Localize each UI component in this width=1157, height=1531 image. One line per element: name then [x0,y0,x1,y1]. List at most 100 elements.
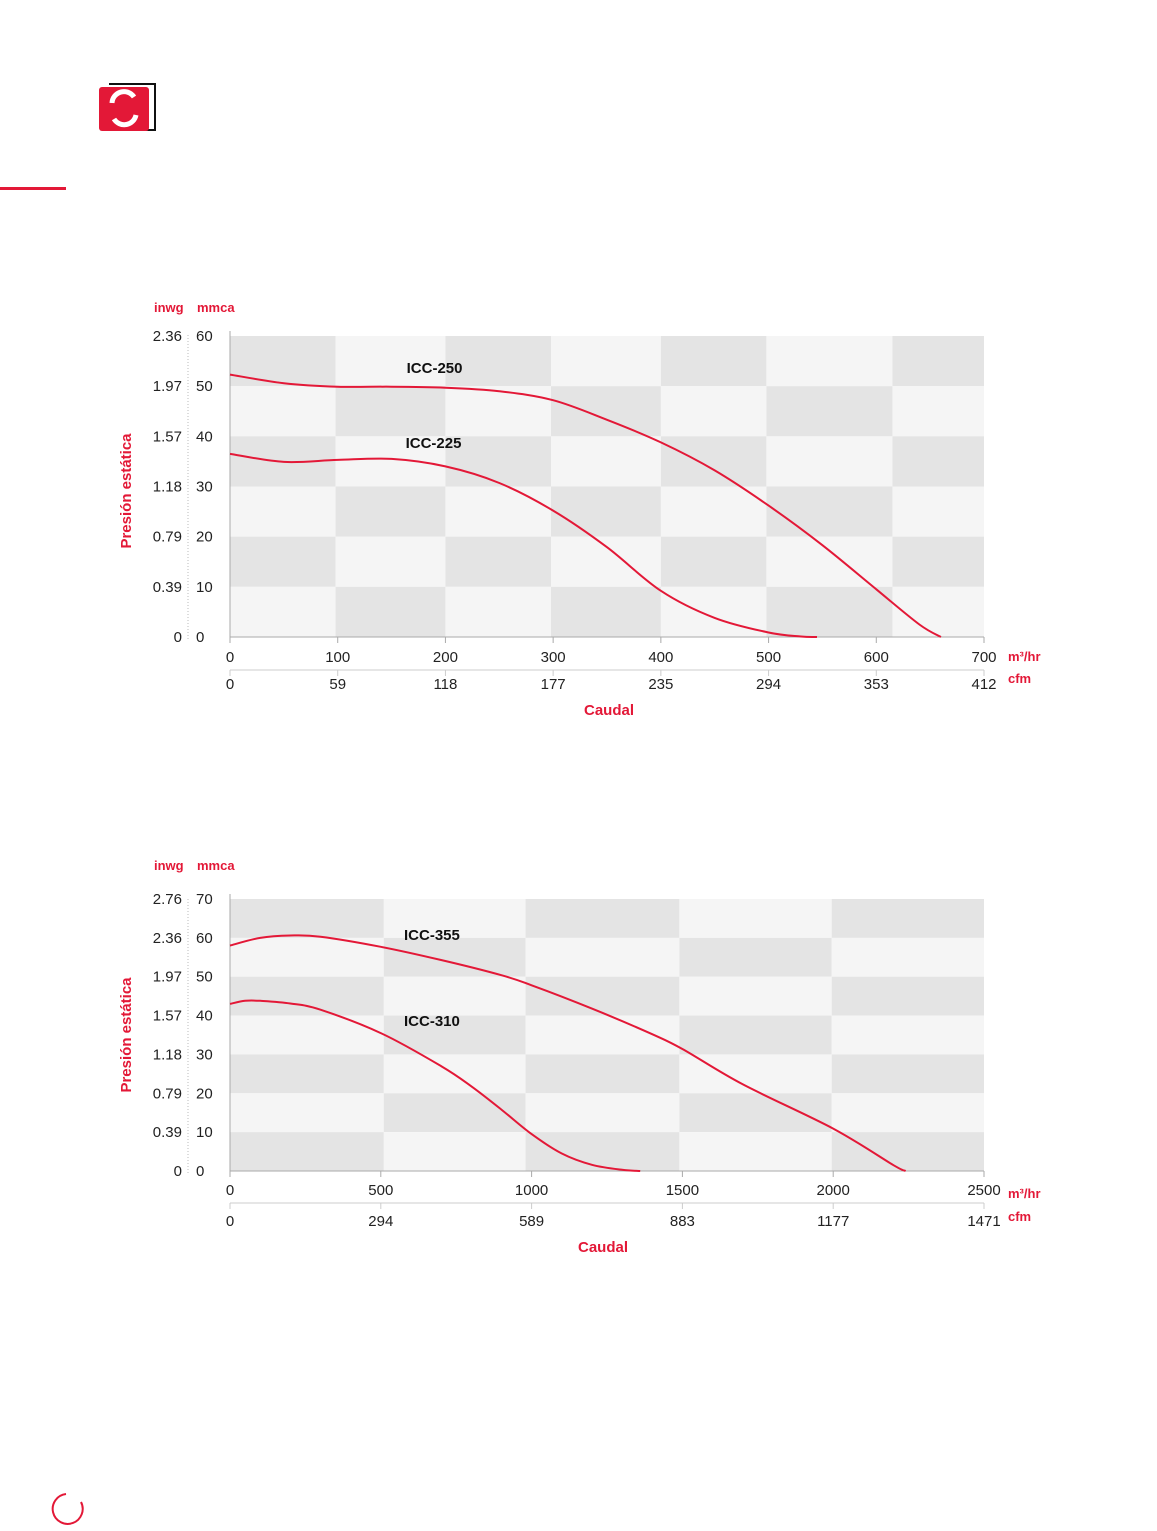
y-tick-label: 30 [196,1046,213,1063]
x-tick-label: 1000 [515,1182,548,1199]
y-secondary-tick-label: 0 [174,1163,182,1180]
grid-cell [660,486,767,537]
x-secondary-unit-label: cfm [1008,671,1031,686]
grid-cell [831,937,984,977]
y-secondary-unit-label: inwg [154,300,184,315]
grid-cell [892,586,984,637]
grid-cell [230,1015,384,1055]
grid-cell [892,386,984,437]
series-line-icc-250 [229,373,942,638]
grid-cell [550,536,661,587]
grid-cell [831,976,984,1016]
y-tick-label: 60 [196,328,213,345]
grid-cell [550,486,661,537]
x-tick-label: 0 [226,1182,234,1199]
x-secondary-tick-label: 294 [368,1213,393,1230]
grid-cell [525,1093,680,1133]
x-secondary-tick-label: 0 [226,676,234,693]
grid-cell [383,976,526,1016]
series-line-icc-355 [229,934,907,1172]
x-secondary-tick-label: 883 [670,1213,695,1230]
grid-cell [335,336,446,387]
grid-cell [679,976,832,1016]
x-unit-label: m³/hr [1008,1186,1041,1201]
x-secondary-tick-label: 294 [756,676,781,693]
x-secondary-tick-label: 0 [226,1213,234,1230]
grid-cell [679,1132,832,1171]
y-secondary-tick-label: 0.39 [153,1124,182,1141]
grid-cell [766,336,893,387]
grid-cell [335,586,446,637]
grid-cell [766,386,893,437]
y-tick-label: 20 [196,529,213,546]
grid-cell [230,937,384,977]
grid-cell [892,436,984,487]
x-secondary-tick-label: 59 [329,676,346,693]
y-secondary-tick-label: 2.36 [153,930,182,947]
grid-cell [335,436,446,487]
x-secondary-tick-label: 235 [648,676,673,693]
x-secondary-unit-label: cfm [1008,1209,1031,1224]
grid-cell [550,336,661,387]
x-secondary-tick-label: 589 [519,1213,544,1230]
y-secondary-tick-label: 2.76 [153,891,182,908]
grid-cell [383,899,526,938]
y-tick-label: 20 [196,1085,213,1102]
arc-corner-icon [51,1493,84,1525]
grid-cell [550,436,661,487]
footer-corner [50,1490,86,1526]
x-tick-label: 0 [226,649,234,666]
x-tick-label: 2000 [817,1182,850,1199]
x-tick-label: 400 [648,649,673,666]
y-tick-label: 0 [196,629,204,646]
grid-cell [383,1093,526,1133]
y-secondary-tick-label: 0.79 [153,529,182,546]
grid-cell [550,386,661,437]
x-tick-label: 600 [864,649,889,666]
grid-cell [230,336,336,387]
x-tick-label: 1500 [666,1182,699,1199]
grid-cell [660,336,767,387]
grid-cell [335,486,446,537]
grid-cell [525,899,680,938]
header-rule [0,187,66,190]
x-tick-label: 2500 [967,1182,1000,1199]
x-tick-label: 300 [541,649,566,666]
grid-cell [335,536,446,587]
grid-cell [230,976,384,1016]
y-secondary-tick-label: 1.18 [153,1046,182,1063]
grid-cell [831,1054,984,1094]
y-secondary-tick-label: 1.97 [153,378,182,395]
x-tick-label: 200 [433,649,458,666]
y-tick-label: 40 [196,428,213,445]
x-secondary-tick-label: 177 [541,676,566,693]
grid-cell [831,899,984,938]
grid-cell [230,1093,384,1133]
grid-cell [831,1015,984,1055]
y-tick-label: 0 [196,1163,204,1180]
grid-cell [230,536,336,587]
x-tick-label: 500 [368,1182,393,1199]
grid-cell [660,586,767,637]
grid-cell [383,1132,526,1171]
grid-cell [766,536,893,587]
grid-cell [679,1015,832,1055]
series-line-icc-225 [229,452,818,639]
y-unit-label: mmca [197,300,235,315]
grid-cell [445,486,551,537]
grid-cell [831,1132,984,1171]
y-secondary-tick-label: 0 [174,629,182,646]
grid-cell [766,486,893,537]
grid-cell [445,586,551,637]
grid-cell [230,1054,384,1094]
grid-cell [445,536,551,587]
y-secondary-tick-label: 2.36 [153,328,182,345]
x-secondary-tick-label: 1471 [967,1213,1000,1230]
y-tick-label: 30 [196,479,213,496]
x-tick-label: 700 [971,649,996,666]
grid-cell [766,436,893,487]
y-secondary-unit-label: inwg [154,858,184,873]
grid-cell [335,386,446,437]
grid-cell [525,976,680,1016]
grid-cell [892,336,984,387]
